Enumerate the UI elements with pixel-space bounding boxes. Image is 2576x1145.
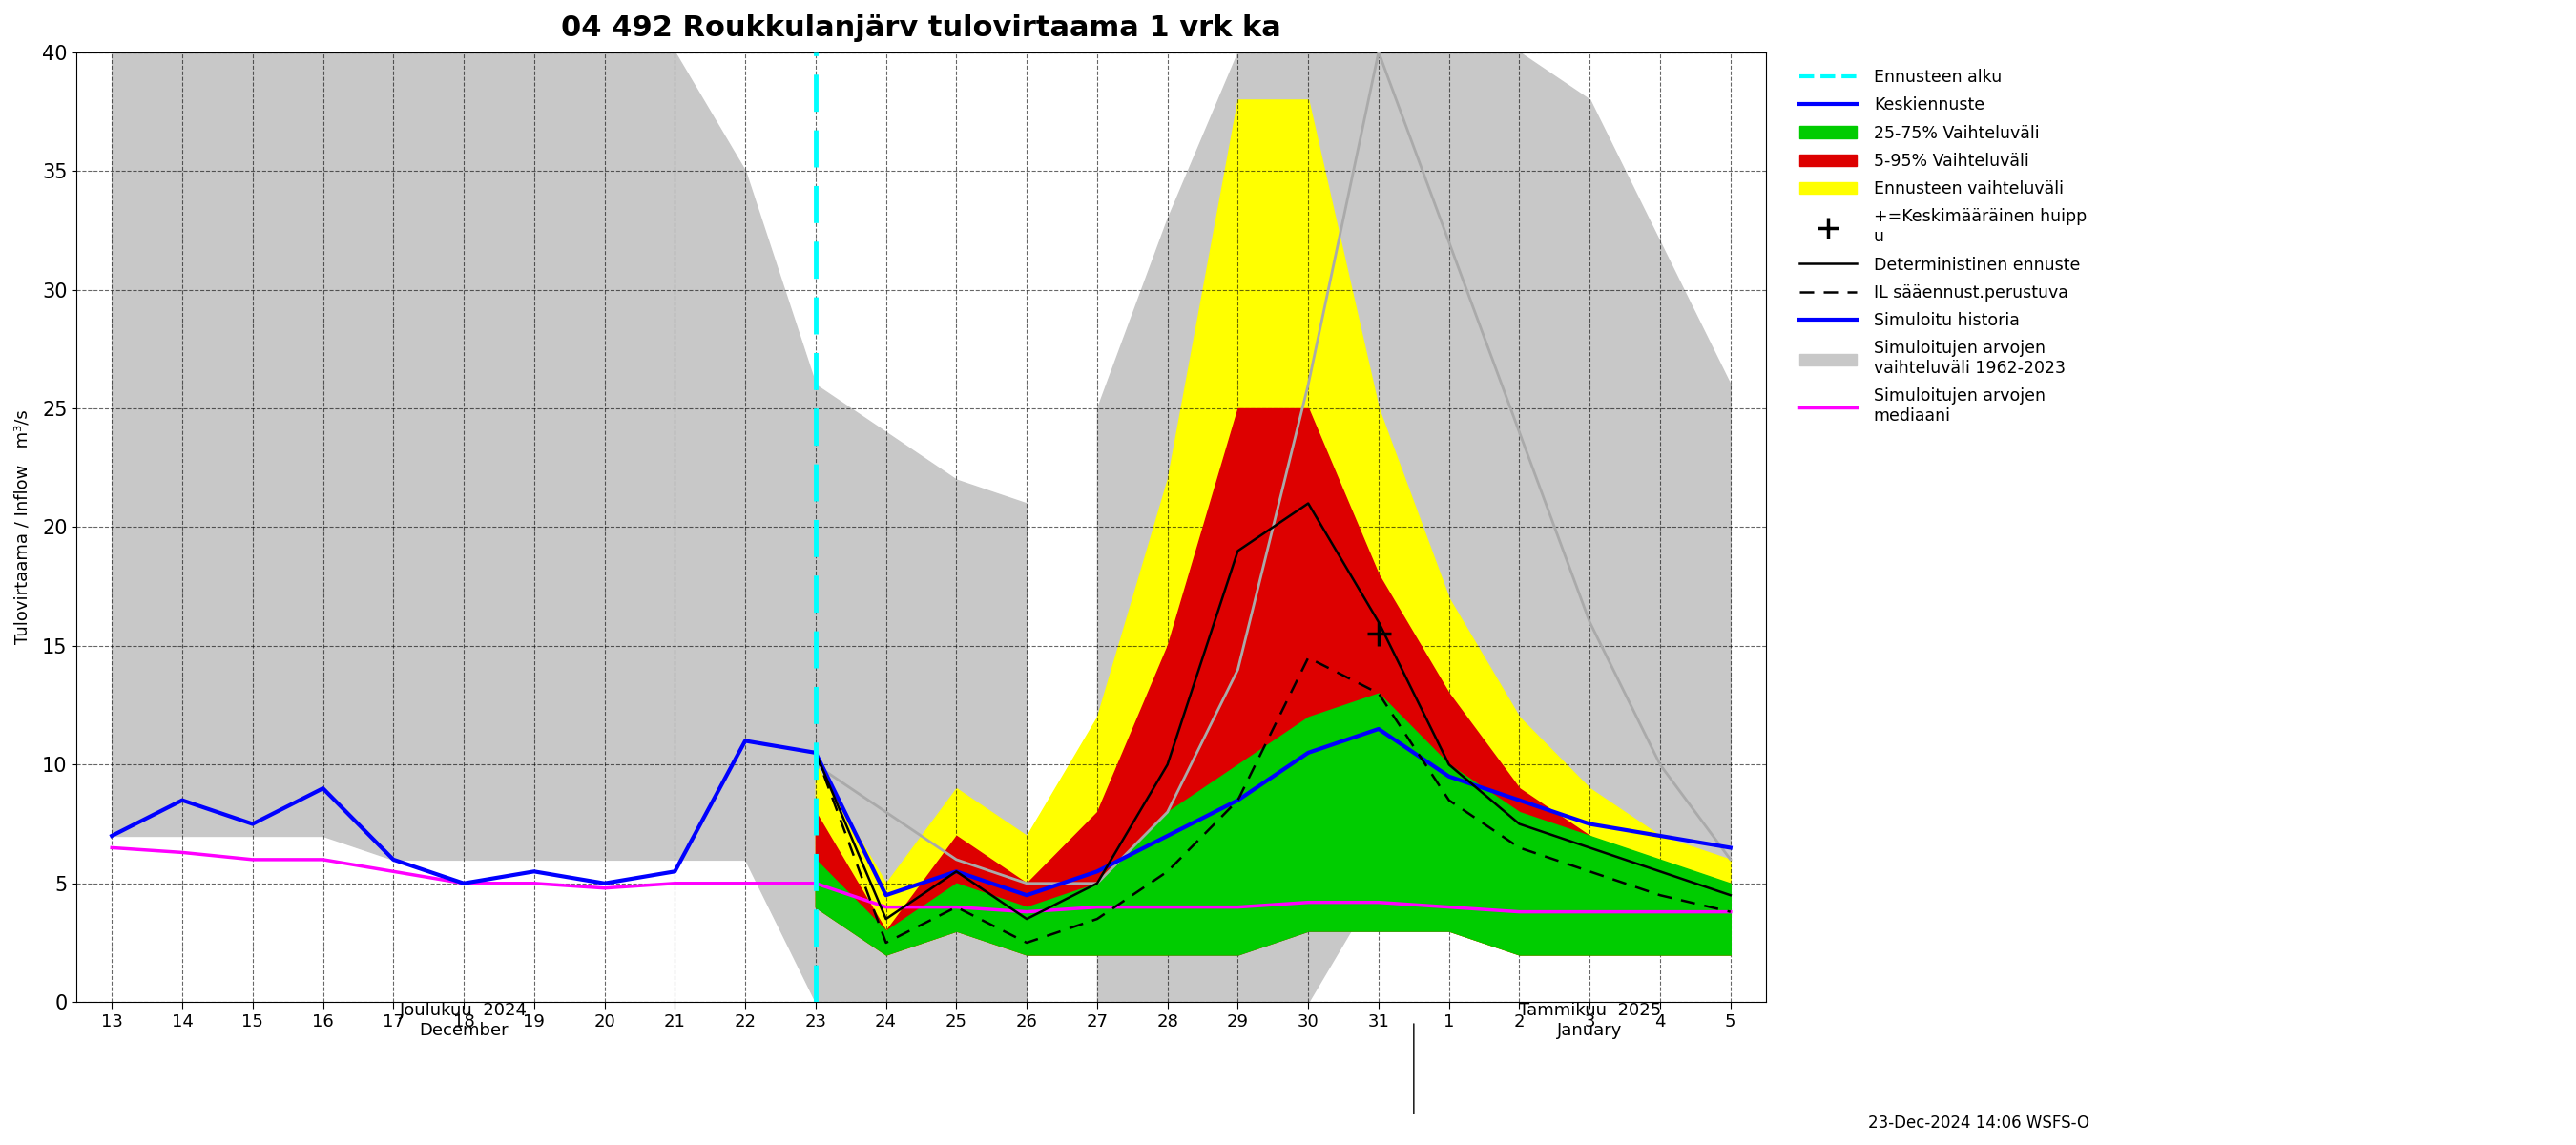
Title: 04 492 Roukkulanjärv tulovirtaama 1 vrk ka: 04 492 Roukkulanjärv tulovirtaama 1 vrk …	[562, 14, 1280, 42]
Text: Tammikuu  2025
January: Tammikuu 2025 January	[1517, 1002, 1662, 1040]
Legend: Ennusteen alku, Keskiennuste, 25-75% Vaihteluväli, 5-95% Vaihteluväli, Ennusteen: Ennusteen alku, Keskiennuste, 25-75% Vai…	[1790, 61, 2094, 433]
Text: 23-Dec-2024 14:06 WSFS-O: 23-Dec-2024 14:06 WSFS-O	[1868, 1114, 2089, 1131]
Y-axis label: Tulovirtaama / Inflow   m³/s: Tulovirtaama / Inflow m³/s	[15, 410, 31, 645]
Text: Joulukuu  2024
December: Joulukuu 2024 December	[399, 1002, 528, 1040]
